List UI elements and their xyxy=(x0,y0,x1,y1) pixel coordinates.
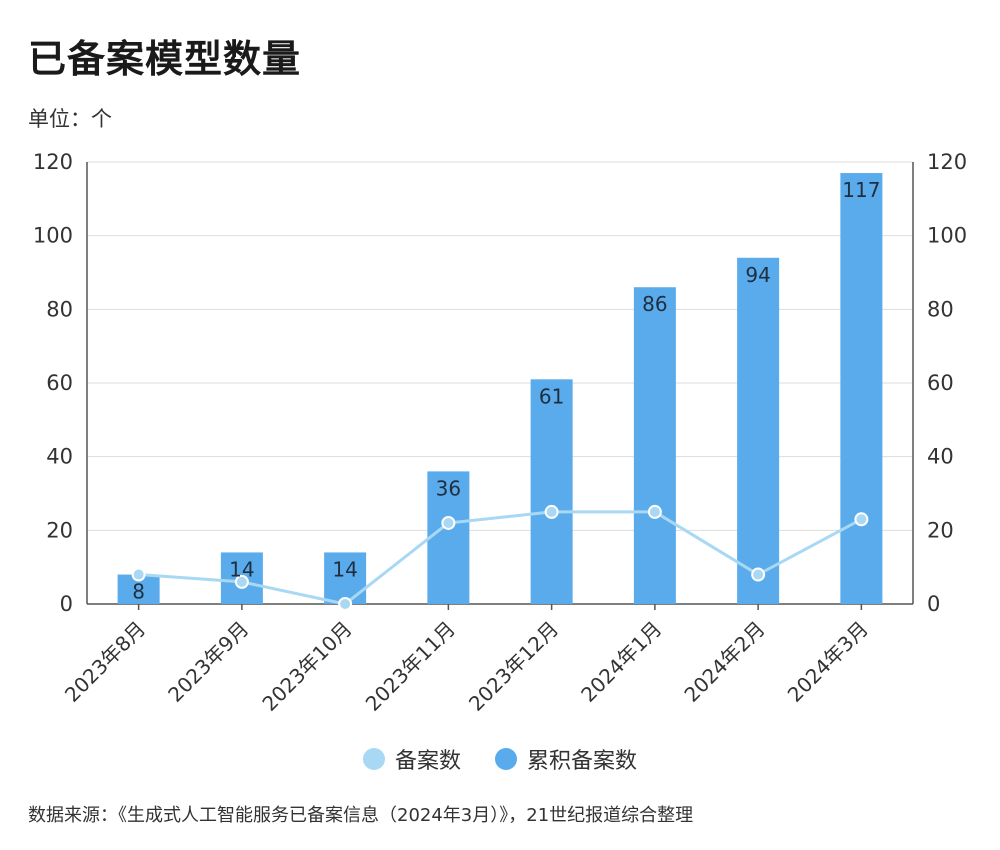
bar xyxy=(840,173,883,605)
y-tick-label-right: 60 xyxy=(927,371,954,395)
x-tick-label: 2023年10月 xyxy=(257,617,356,716)
x-tick-label: 2023年9月 xyxy=(163,617,253,707)
bar xyxy=(427,471,470,604)
bar-data-label: 36 xyxy=(436,476,461,500)
line-point xyxy=(544,504,559,519)
y-tick-label-right: 0 xyxy=(927,592,940,616)
x-tick-label: 2024年1月 xyxy=(576,617,666,707)
line-point xyxy=(647,504,662,519)
legend: 备案数 累积备案数 xyxy=(0,743,1000,775)
bar-data-label: 14 xyxy=(229,557,254,581)
bar-data-label: 86 xyxy=(642,292,667,316)
y-tick-label-left: 40 xyxy=(46,445,73,469)
bar-data-label: 8 xyxy=(132,580,145,604)
legend-swatch-count xyxy=(362,748,385,770)
bar xyxy=(737,257,780,604)
y-tick-label-left: 20 xyxy=(46,518,73,542)
x-tick-label: 2023年8月 xyxy=(60,617,150,707)
legend-item-count: 备案数 xyxy=(362,743,461,775)
y-tick-label-left: 60 xyxy=(46,371,73,395)
bar xyxy=(530,379,573,604)
y-tick-label-left: 0 xyxy=(60,592,73,616)
bar-data-label: 117 xyxy=(842,178,880,202)
bar xyxy=(324,552,367,604)
line-point xyxy=(338,597,353,611)
x-tick-label: 2024年2月 xyxy=(679,617,769,707)
bar-data-label: 61 xyxy=(539,384,564,408)
y-tick-label-right: 100 xyxy=(927,224,967,248)
y-tick-label-right: 120 xyxy=(927,150,967,174)
chart-title: 已备案模型数量 xyxy=(28,37,302,81)
y-tick-label-right: 20 xyxy=(927,518,954,542)
data-source: 数据来源：《生成式人工智能服务已备案信息（2024年3月）》，21世纪报道综合整… xyxy=(28,805,694,826)
x-tick-label: 2023年11月 xyxy=(361,617,460,716)
legend-label-count: 备案数 xyxy=(394,749,461,774)
series-line-count xyxy=(138,510,863,606)
line-point xyxy=(131,567,146,582)
legend-item-cumulative: 累积备案数 xyxy=(495,743,637,775)
legend-swatch-cumulative xyxy=(495,748,517,770)
y-tick-label-left: 120 xyxy=(33,150,73,174)
line-point xyxy=(441,515,456,530)
y-tick-label-right: 40 xyxy=(927,445,954,469)
line-point xyxy=(751,567,766,582)
y-tick-label-right: 80 xyxy=(927,297,954,321)
legend-label-cumulative: 累积备案数 xyxy=(527,749,638,774)
bar xyxy=(633,287,676,604)
x-tick-label: 2024年3月 xyxy=(783,617,873,707)
bar-data-label: 94 xyxy=(745,263,770,287)
y-tick-label-left: 100 xyxy=(33,224,73,248)
line-point xyxy=(234,574,249,589)
y-tick-label-left: 80 xyxy=(46,297,73,321)
bar-data-label: 14 xyxy=(332,557,357,581)
x-tick-label: 2023年12月 xyxy=(464,617,563,716)
unit-label: 单位：个 xyxy=(28,107,112,131)
line-point xyxy=(854,512,869,527)
